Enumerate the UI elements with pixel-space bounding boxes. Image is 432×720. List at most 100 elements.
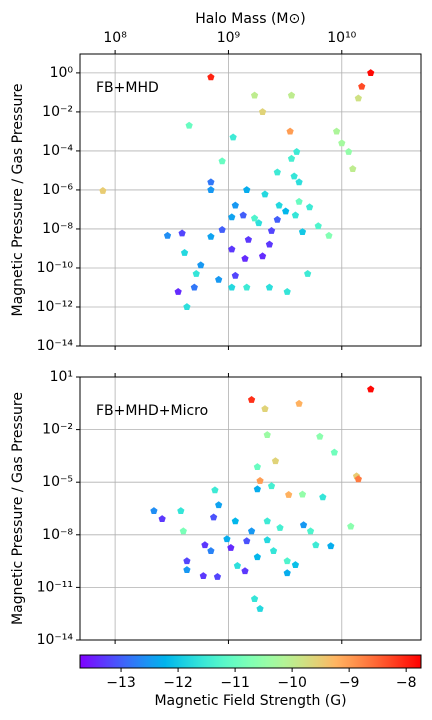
colorbar-tick-label: −12 <box>163 675 193 691</box>
data-point <box>99 187 107 194</box>
data-point <box>183 557 191 565</box>
data-point <box>228 245 236 253</box>
data-point <box>290 172 298 180</box>
y-tick-label: 10⁻¹⁴ <box>37 632 74 648</box>
data-point <box>192 270 200 277</box>
data-point <box>267 227 276 234</box>
data-point <box>247 396 256 403</box>
data-point <box>250 214 259 222</box>
data-point <box>354 475 362 483</box>
data-point <box>327 542 335 550</box>
colorbar-tick-label: −8 <box>396 675 417 691</box>
y-tick-label: 10⁻² <box>42 422 73 438</box>
axes-frame <box>79 53 422 347</box>
data-point <box>207 232 215 240</box>
data-point <box>354 94 362 102</box>
data-point <box>180 248 189 256</box>
x-tick-label: 10¹⁰ <box>327 30 356 46</box>
data-point <box>185 121 193 129</box>
data-point <box>253 553 261 561</box>
data-point <box>247 527 256 535</box>
y-tick-label: 10⁻⁴ <box>42 143 73 159</box>
data-point <box>298 228 307 236</box>
data-point <box>256 477 264 484</box>
data-point <box>314 222 322 230</box>
data-point <box>190 283 198 291</box>
data-point <box>285 491 293 498</box>
data-point <box>261 190 269 198</box>
data-point <box>241 254 249 262</box>
data-point <box>273 168 281 176</box>
data-point <box>158 515 166 523</box>
data-point <box>223 535 231 543</box>
data-point <box>367 69 375 76</box>
data-point <box>239 211 247 219</box>
x-axis-title: Halo Mass (M⊙) <box>195 11 305 27</box>
y-tick-label: 10⁻¹⁰ <box>37 260 74 276</box>
data-point <box>258 108 267 115</box>
data-point <box>253 463 261 471</box>
axes-frame <box>79 376 422 641</box>
data-point <box>271 457 280 465</box>
y-axis-title: Magnetic Pressure / Gas Pressure <box>10 84 26 317</box>
data-point <box>250 91 259 99</box>
data-point <box>150 507 158 514</box>
data-point <box>243 283 251 291</box>
data-point <box>338 139 346 147</box>
data-point <box>345 148 353 155</box>
data-point <box>349 165 357 172</box>
x-tick-label: 10⁸ <box>103 30 127 46</box>
colorbar-tick-label: −10 <box>277 675 307 691</box>
data-point <box>263 517 271 525</box>
x-tick-label: 10⁹ <box>217 30 241 46</box>
data-point <box>211 486 219 494</box>
data-point <box>199 572 207 580</box>
data-point <box>207 547 215 555</box>
panel-label: FB+MHD <box>96 80 159 96</box>
data-point <box>174 288 182 295</box>
data-point <box>163 231 172 239</box>
panel: 10⁸ 10⁹ 10¹⁰ 10⁰ 10⁻² 10⁻⁴ 10⁻⁶ 10⁻⁸ 10⁻¹⁰ 10⁻¹² 1… <box>10 11 422 354</box>
data-point <box>218 226 226 233</box>
data-point <box>275 201 283 209</box>
data-point <box>358 82 366 90</box>
y-tick-label: 10⁻¹⁴ <box>37 338 74 354</box>
y-tick-label: 10⁻⁸ <box>42 221 73 237</box>
data-point <box>201 541 209 549</box>
data-point <box>228 213 236 221</box>
data-point <box>269 547 278 555</box>
y-tick-label: 10⁻¹¹ <box>37 579 73 595</box>
data-point <box>231 201 239 209</box>
data-point <box>178 229 186 237</box>
panel: 10¹ 10⁻² 10⁻⁵ 10⁻⁸ 10⁻¹¹ 10⁻¹⁴ Magnetic Pressu… <box>10 369 422 648</box>
data-point <box>215 501 223 509</box>
data-point <box>330 448 338 456</box>
data-point <box>258 252 267 260</box>
data-point <box>291 211 300 219</box>
colorbar <box>79 654 422 669</box>
data-point <box>179 527 187 535</box>
data-point <box>263 431 271 438</box>
data-point <box>367 385 375 393</box>
data-point <box>177 507 185 514</box>
data-point <box>306 527 315 535</box>
data-point <box>319 493 327 501</box>
data-point <box>304 270 312 277</box>
colorbar-tick-label: −13 <box>106 675 136 691</box>
y-tick-label: 10⁻⁵ <box>42 474 73 490</box>
y-tick-label: 10⁰ <box>50 65 74 81</box>
data-point <box>295 399 303 407</box>
data-point <box>332 127 341 135</box>
data-point <box>273 215 281 223</box>
data-point <box>283 569 291 577</box>
data-point <box>295 197 303 205</box>
y-tick-label: 10⁻² <box>42 104 73 120</box>
data-point <box>283 557 291 565</box>
y-tick-label: 10⁻⁸ <box>42 527 73 543</box>
data-point <box>263 536 271 544</box>
data-point <box>295 178 303 186</box>
data-point <box>215 275 223 283</box>
y-tick-label: 10¹ <box>50 369 73 385</box>
data-point <box>347 522 355 530</box>
data-point <box>227 544 235 551</box>
